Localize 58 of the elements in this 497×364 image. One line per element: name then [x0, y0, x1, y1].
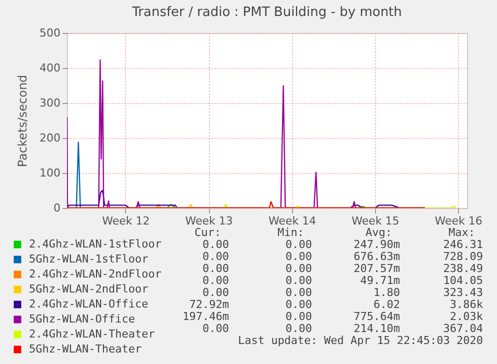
text: Cur:	[194, 226, 221, 239]
text: 2.03k	[450, 310, 483, 323]
text: 0.00	[286, 238, 312, 251]
text: 0.00	[286, 250, 312, 263]
text: 49.71m	[360, 274, 400, 287]
legend-label: 2.4Ghz-WLAN-1stFloor	[29, 238, 162, 250]
text: 214.10m	[354, 322, 400, 335]
text: 0.00	[202, 262, 229, 275]
text: 3.86k	[450, 298, 483, 311]
text: 0.00	[286, 322, 312, 335]
text: Min:	[278, 226, 304, 239]
y-tick-label: 400	[40, 62, 60, 74]
y-tick-label: 200	[40, 132, 60, 144]
text: 0.00	[286, 310, 312, 323]
text: Last update: Wed Apr 15 22:45:03 2020	[238, 334, 483, 347]
text: 367.04	[443, 322, 483, 335]
x-tick-label: Week 16	[434, 214, 482, 228]
y-tick-label: 500	[40, 26, 60, 40]
text: 104.05	[443, 274, 483, 287]
text: 72.92m	[189, 298, 229, 311]
x-tick-label: Week 13	[185, 214, 233, 228]
text: 728.09	[443, 250, 483, 263]
text: 0.00	[286, 262, 312, 275]
legend-label: 5Ghz-WLAN-1stFloor	[29, 252, 149, 266]
x-tick-label: Week 14	[268, 214, 316, 228]
text: 6.02	[374, 298, 400, 311]
legend-label: 2.4Ghz-WLAN-Office	[29, 298, 148, 310]
text: 207.57m	[354, 262, 400, 275]
text: 0.00	[202, 274, 229, 287]
y-tick-label: 0	[54, 202, 60, 214]
y-axis-title: Packets/second	[16, 74, 30, 168]
x-tick-label: Week 12	[102, 214, 150, 228]
legend-label: 5Ghz-WLAN-Office	[29, 312, 135, 326]
text: 0.00	[202, 322, 229, 335]
text: 0.00	[202, 250, 229, 263]
legend-label: 2.4Ghz-WLAN-Theater	[29, 328, 156, 340]
text: 676.63m	[354, 250, 400, 263]
text: 247.90m	[354, 238, 400, 251]
text: 0.00	[286, 286, 312, 299]
text: Avg:	[366, 226, 392, 239]
text: 323.43	[443, 286, 483, 299]
text: 1.80	[374, 286, 400, 299]
legend-label: 5Ghz-WLAN-2ndFloor	[29, 282, 149, 296]
text: 246.31	[443, 238, 483, 251]
text: 0.00	[286, 274, 312, 287]
text: 0.00	[202, 238, 229, 251]
text: 0.00	[202, 286, 229, 299]
text: 775.64m	[354, 310, 400, 323]
text: 197.46m	[182, 310, 229, 323]
y-tick-label: 300	[40, 96, 60, 110]
text: Max:	[448, 226, 475, 239]
x-tick-label: Week 15	[352, 214, 400, 228]
chart-title: Transfer / radio : PMT Building - by month	[131, 5, 402, 20]
legend-label: 2.4Ghz-WLAN-2ndFloor	[29, 268, 162, 280]
legend-label: 5Ghz-WLAN-Theater	[29, 342, 142, 356]
text: 0.00	[286, 298, 312, 311]
text: 238.49	[443, 262, 483, 275]
y-tick-label: 100	[40, 166, 60, 180]
